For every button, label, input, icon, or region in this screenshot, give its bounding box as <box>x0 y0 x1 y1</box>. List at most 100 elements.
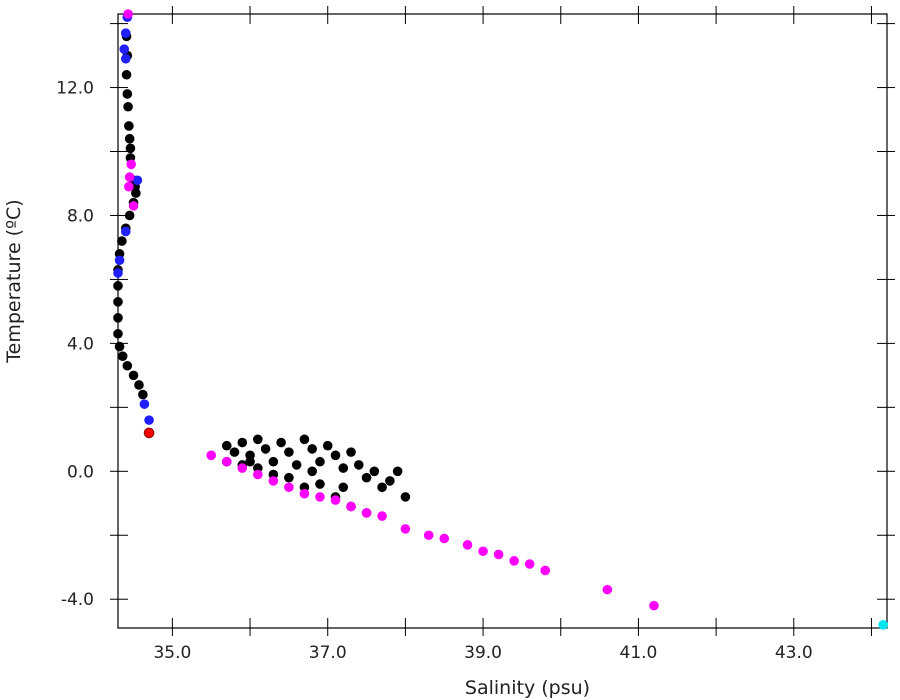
x-axis-title: Salinity (psu) <box>465 677 590 699</box>
data-point <box>134 380 144 390</box>
data-point <box>338 463 349 473</box>
data-point <box>120 28 131 38</box>
data-point <box>206 450 217 461</box>
y-tick-label: 12.0 <box>56 79 94 99</box>
data-point <box>123 101 133 112</box>
data-point <box>291 460 302 470</box>
plot-area <box>113 9 888 630</box>
data-point <box>139 399 150 409</box>
data-point <box>253 469 263 480</box>
data-point <box>124 133 135 144</box>
data-point <box>245 456 255 467</box>
data-point <box>113 328 123 339</box>
data-point <box>268 476 279 486</box>
data-point <box>462 540 473 550</box>
y-axis-title: Temperature (ºC) <box>3 199 25 363</box>
data-point <box>221 456 232 467</box>
y-tick-label: -4.0 <box>61 590 94 610</box>
data-point <box>229 447 240 457</box>
plot-frame <box>117 13 888 629</box>
data-point <box>122 360 133 371</box>
data-point <box>284 447 294 457</box>
data-point <box>284 482 294 493</box>
data-point <box>260 444 271 454</box>
data-point <box>369 466 380 477</box>
x-tick-label: 39.0 <box>464 643 502 663</box>
data-point <box>330 495 341 505</box>
data-point <box>299 488 310 499</box>
data-point <box>377 511 387 521</box>
data-point <box>237 463 248 473</box>
data-point <box>361 472 372 483</box>
x-tick-label: 43.0 <box>775 643 813 663</box>
data-point <box>346 447 356 457</box>
data-point <box>493 549 504 560</box>
data-point <box>124 172 135 182</box>
data-point <box>353 460 364 470</box>
data-point <box>128 201 139 211</box>
data-point <box>346 501 356 512</box>
data-point <box>138 389 148 400</box>
data-point <box>123 9 133 19</box>
data-point <box>253 434 263 445</box>
data-point <box>392 466 403 477</box>
data-point <box>113 313 123 323</box>
data-point <box>307 466 317 477</box>
data-point <box>121 69 132 80</box>
y-axis: -4.0 0.0 4.0 8.0 12.0 <box>56 23 895 610</box>
y-tick-label: 8.0 <box>67 206 94 226</box>
data-point <box>221 440 232 451</box>
data-point <box>237 437 248 448</box>
data-point <box>113 268 123 278</box>
x-axis: 35.0 37.0 39.0 41.0 43.0 <box>153 6 872 663</box>
data-point <box>385 476 395 486</box>
x-tick-label: 37.0 <box>309 643 347 663</box>
data-point <box>299 434 310 445</box>
data-points <box>113 9 888 630</box>
data-point <box>439 533 450 544</box>
data-point <box>128 370 139 381</box>
data-point <box>361 508 372 518</box>
data-point <box>315 456 325 467</box>
data-point <box>132 175 143 186</box>
data-point <box>338 482 349 493</box>
data-point <box>315 492 325 502</box>
data-point <box>144 415 154 425</box>
data-point <box>117 351 128 361</box>
data-point <box>878 620 888 630</box>
data-point <box>540 565 551 576</box>
data-point <box>276 437 286 448</box>
data-point <box>478 546 488 557</box>
data-point <box>524 559 535 569</box>
data-point <box>120 226 131 237</box>
data-point <box>284 472 294 483</box>
data-point <box>649 600 659 611</box>
data-point <box>268 456 279 467</box>
x-tick-label: 41.0 <box>620 643 658 663</box>
data-point <box>330 450 341 461</box>
data-point <box>122 89 133 99</box>
data-point <box>143 427 155 439</box>
data-point <box>509 556 519 566</box>
data-point <box>131 188 141 198</box>
data-point <box>322 440 333 451</box>
data-point <box>119 44 130 54</box>
data-point <box>602 584 613 595</box>
data-point <box>113 297 123 307</box>
data-point <box>124 121 134 131</box>
data-point <box>120 53 131 64</box>
data-point <box>114 255 125 266</box>
y-tick-label: 0.0 <box>67 462 94 482</box>
data-point <box>315 479 325 489</box>
data-point <box>114 341 125 352</box>
data-point <box>400 524 411 534</box>
y-tick-label: 4.0 <box>67 334 94 354</box>
data-point <box>124 181 134 192</box>
data-point <box>377 482 387 493</box>
data-point <box>307 444 317 454</box>
data-point <box>126 159 137 170</box>
data-point <box>423 530 434 541</box>
x-tick-label: 35.0 <box>153 643 191 663</box>
data-point <box>117 236 127 246</box>
